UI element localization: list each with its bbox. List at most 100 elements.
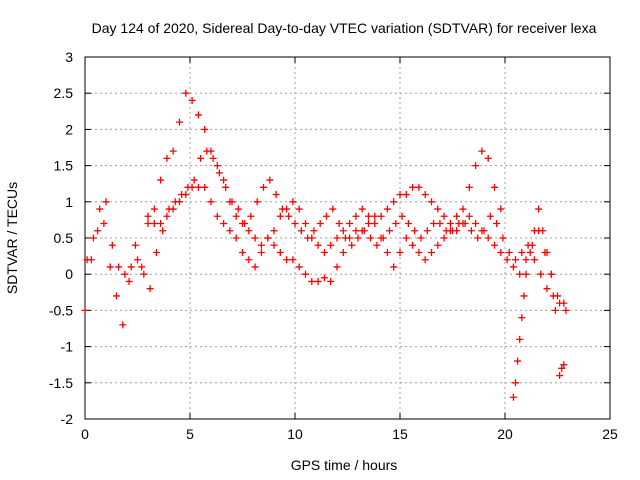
data-point <box>512 379 519 387</box>
data-point <box>478 147 486 155</box>
data-point <box>383 248 391 256</box>
data-point <box>140 270 148 278</box>
x-tick-label: 0 <box>81 426 89 442</box>
data-point <box>402 191 410 199</box>
data-point <box>535 205 543 213</box>
data-point <box>371 220 379 228</box>
data-point <box>551 306 559 314</box>
data-point <box>415 183 423 191</box>
data-point <box>260 183 267 191</box>
data-point <box>194 111 202 119</box>
data-point <box>182 191 190 199</box>
data-point <box>365 220 372 228</box>
y-tick-label: 0 <box>65 266 73 282</box>
data-point <box>310 227 318 235</box>
data-point <box>276 212 284 220</box>
y-tick-label: 0.5 <box>54 230 74 246</box>
data-point <box>560 299 568 307</box>
data-point <box>453 212 461 220</box>
data-point <box>232 212 240 220</box>
data-point <box>316 220 324 228</box>
data-point <box>367 234 375 242</box>
data-point <box>289 256 297 264</box>
data-point <box>530 227 538 235</box>
data-point <box>220 220 228 228</box>
y-tick-label: -1.5 <box>49 375 73 391</box>
data-point <box>289 198 297 206</box>
data-point <box>472 162 480 170</box>
data-point <box>493 220 501 228</box>
data-point <box>465 183 473 191</box>
x-tick-label: 20 <box>497 426 513 442</box>
data-point <box>245 227 253 235</box>
data-point <box>520 292 528 300</box>
data-point <box>497 205 505 213</box>
data-point <box>119 321 127 329</box>
data-point <box>383 205 391 213</box>
data-point <box>201 183 209 191</box>
data-point <box>213 162 221 170</box>
x-tick-label: 5 <box>186 426 194 442</box>
data-point <box>169 147 177 155</box>
data-point <box>558 364 566 372</box>
data-point <box>247 212 255 220</box>
data-point <box>89 234 97 242</box>
data-point <box>390 198 398 206</box>
data-point <box>163 212 171 220</box>
data-point <box>150 220 158 228</box>
data-point <box>352 227 360 235</box>
data-point <box>215 169 223 177</box>
data-point <box>226 227 234 235</box>
series-track-a <box>81 89 505 329</box>
data-point <box>320 274 328 282</box>
data-point <box>562 306 570 314</box>
data-point <box>283 205 291 213</box>
data-point <box>516 335 524 343</box>
data-point <box>152 248 160 256</box>
data-point <box>209 154 217 162</box>
data-point <box>560 361 568 369</box>
x-tick-label: 10 <box>287 426 303 442</box>
data-point <box>201 125 209 133</box>
data-point <box>188 183 196 191</box>
data-point <box>302 270 309 278</box>
data-point <box>415 248 423 256</box>
data-point <box>377 234 385 242</box>
data-point <box>314 241 322 249</box>
data-point <box>264 234 272 242</box>
data-point <box>352 212 360 220</box>
y-tick-label: 1.5 <box>54 158 74 174</box>
data-point <box>428 198 435 206</box>
series-track-d <box>509 205 568 401</box>
data-point <box>484 154 492 162</box>
data-point <box>421 191 429 199</box>
y-tick-label: -2 <box>61 411 74 427</box>
data-point <box>144 212 152 220</box>
data-point <box>409 183 417 191</box>
data-point <box>411 227 419 235</box>
data-point <box>472 220 480 228</box>
data-point <box>314 277 322 285</box>
data-point <box>272 191 280 199</box>
data-point <box>127 263 135 271</box>
data-point <box>346 220 354 228</box>
data-point <box>245 256 253 264</box>
data-point <box>134 256 141 264</box>
data-point <box>409 241 417 249</box>
data-point <box>478 227 486 235</box>
data-point <box>266 176 274 184</box>
data-point <box>430 220 438 228</box>
data-point <box>434 241 442 249</box>
data-point <box>138 263 146 271</box>
data-point <box>234 205 242 213</box>
data-point <box>251 263 259 271</box>
data-point <box>423 227 431 235</box>
data-point <box>150 205 158 213</box>
data-point <box>169 205 177 213</box>
x-tick-label: 15 <box>392 426 408 442</box>
series-track-c <box>144 183 568 307</box>
data-point <box>358 205 366 213</box>
data-point <box>176 118 183 126</box>
y-tick-label: -0.5 <box>49 302 73 318</box>
data-point <box>509 393 517 401</box>
